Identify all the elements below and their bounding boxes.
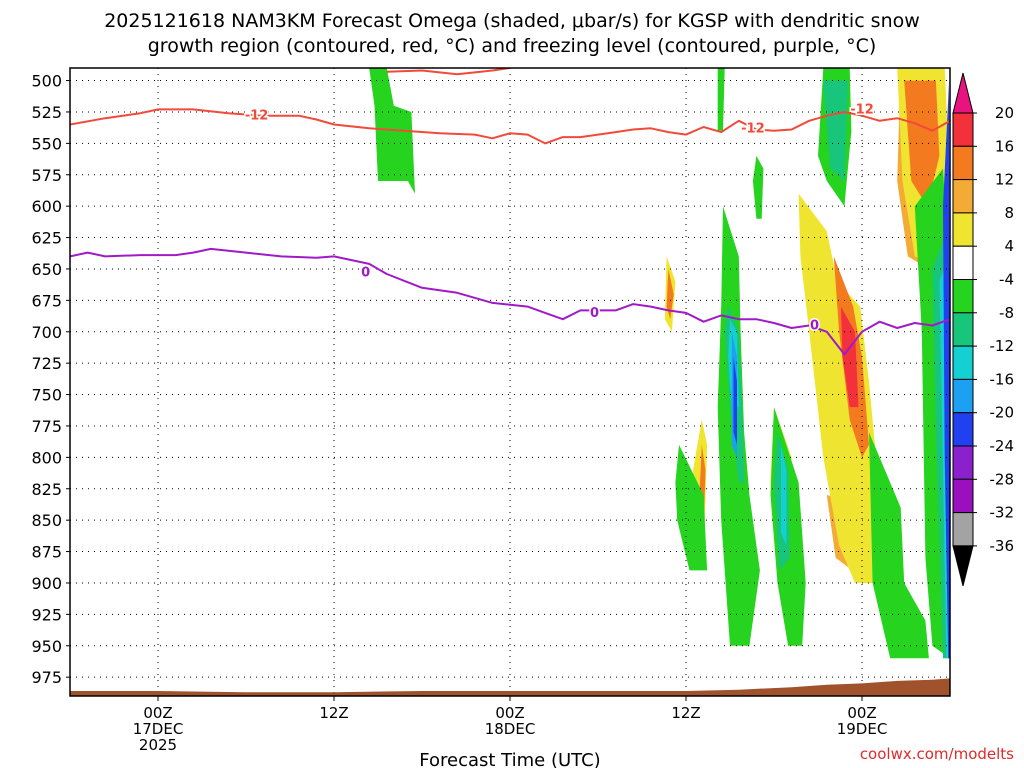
terrain-area bbox=[70, 678, 950, 696]
omega-region bbox=[675, 444, 708, 571]
chart-title-line1: 2025121618 NAM3KM Forecast Omega (shaded… bbox=[104, 10, 920, 32]
terrain-fill bbox=[70, 678, 950, 696]
y-tick-label: 650 bbox=[31, 260, 62, 279]
colorbar-label: 8 bbox=[1004, 204, 1014, 222]
colorbar-segment bbox=[952, 112, 974, 147]
omega-region bbox=[823, 80, 848, 181]
colorbar-segment bbox=[952, 378, 974, 414]
colorbar-label: -28 bbox=[990, 470, 1015, 488]
omega-region bbox=[904, 80, 940, 207]
x-axis-label: Forecast Time (UTC) bbox=[419, 750, 600, 768]
y-tick-label: 625 bbox=[31, 229, 62, 248]
y-tick-label: 800 bbox=[31, 448, 62, 467]
colorbar-segment bbox=[952, 412, 974, 447]
colorbar-label: -36 bbox=[990, 537, 1015, 555]
colorbar-segment bbox=[952, 478, 974, 514]
minus12-contour-label: -12 bbox=[850, 102, 874, 117]
omega-region bbox=[666, 269, 674, 320]
omega-region bbox=[943, 80, 950, 659]
y-tick-label: 975 bbox=[31, 668, 62, 687]
colorbar-label: -24 bbox=[990, 437, 1015, 455]
freezing-level-contour-line bbox=[70, 247, 950, 356]
y-tick-label: 700 bbox=[31, 323, 62, 342]
y-tick-label: 600 bbox=[31, 197, 62, 216]
y-tick-label: 950 bbox=[31, 637, 62, 656]
colorbar-segment bbox=[952, 145, 974, 181]
x-tick-label: 12Z bbox=[671, 704, 700, 722]
y-tick-label: 750 bbox=[31, 386, 62, 405]
minus12-contour-top-segment bbox=[386, 68, 511, 76]
y-axis: 500 525 550 575 600 625 650 675 700 725 750 775 800 8… bbox=[31, 72, 70, 687]
y-tick-label: 850 bbox=[31, 511, 62, 530]
omega-shading bbox=[369, 68, 950, 659]
colorbar-segment bbox=[952, 445, 974, 480]
y-tick-label: 925 bbox=[31, 605, 62, 624]
colorbar-segment bbox=[952, 312, 974, 347]
colorbar-segment bbox=[952, 512, 974, 547]
y-tick-label: 550 bbox=[31, 134, 62, 153]
y-tick-label: 675 bbox=[31, 291, 62, 310]
x-tick-label: 2025 bbox=[139, 736, 177, 754]
x-tick-label: 19DEC bbox=[837, 720, 888, 738]
omega-region bbox=[717, 68, 725, 131]
colorbar-label: -12 bbox=[990, 337, 1015, 355]
freezing-level-contour-label: 0 bbox=[810, 319, 819, 334]
x-tick-label: 00Z bbox=[495, 704, 524, 722]
y-tick-label: 725 bbox=[31, 354, 62, 373]
y-tick-label: 825 bbox=[31, 480, 62, 499]
omega-region bbox=[752, 155, 764, 219]
colorbar: 20 16 12 8 4 -4 -8 -12 -16 -20 -24 -28 -32 -36 bbox=[952, 72, 1015, 587]
omega-region bbox=[840, 306, 859, 408]
colorbar-label: -20 bbox=[990, 404, 1015, 422]
x-tick-label: 18DEC bbox=[485, 720, 536, 738]
colorbar-segment bbox=[952, 279, 974, 314]
colorbar-label: 12 bbox=[995, 171, 1014, 189]
omega-region bbox=[869, 432, 929, 659]
credit-text[interactable]: coolwx.com/modelts bbox=[860, 745, 1014, 763]
colorbar-label: 16 bbox=[995, 137, 1014, 155]
y-tick-label: 900 bbox=[31, 574, 62, 593]
y-tick-label: 875 bbox=[31, 543, 62, 562]
colorbar-label: 4 bbox=[1004, 237, 1014, 255]
x-tick-label: 17DEC bbox=[133, 720, 184, 738]
y-tick-label: 575 bbox=[31, 166, 62, 185]
colorbar-bottom-arrow bbox=[952, 545, 974, 587]
colorbar-segment bbox=[952, 179, 974, 214]
omega-region bbox=[733, 356, 737, 445]
colorbar-label: -8 bbox=[999, 304, 1014, 322]
colorbar-label: -16 bbox=[990, 370, 1015, 388]
omega-region bbox=[798, 193, 891, 583]
colorbar-segment bbox=[952, 245, 974, 280]
y-tick-label: 525 bbox=[31, 103, 62, 122]
colorbar-label: -32 bbox=[990, 504, 1015, 522]
chart-title-line2: growth region (contoured, red, °C) and f… bbox=[148, 35, 877, 57]
y-tick-label: 500 bbox=[31, 72, 62, 91]
x-tick-label: 12Z bbox=[319, 704, 348, 722]
colorbar-segment bbox=[952, 345, 974, 380]
minus12-contour-line bbox=[70, 108, 950, 145]
temperature-contours: -12 -12 -12 0 0 0 bbox=[70, 68, 950, 356]
colorbar-segment bbox=[952, 212, 974, 247]
colorbar-label: 20 bbox=[995, 104, 1014, 122]
minus12-contour-label: -12 bbox=[741, 121, 765, 136]
x-tick-label: 00Z bbox=[847, 704, 876, 722]
colorbar-label: -4 bbox=[999, 271, 1014, 289]
freezing-level-contour-label: 0 bbox=[361, 266, 370, 281]
freezing-level-contour-label: 0 bbox=[590, 306, 599, 321]
y-tick-label: 775 bbox=[31, 417, 62, 436]
minus12-contour-label: -12 bbox=[245, 109, 269, 124]
x-tick-label: 00Z bbox=[143, 704, 172, 722]
